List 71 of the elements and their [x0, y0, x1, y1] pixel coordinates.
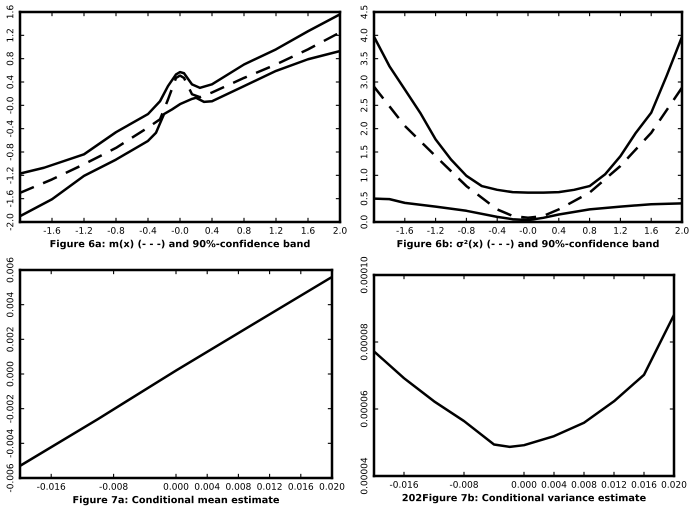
x-tick-label: 0.016	[288, 483, 314, 490]
y-tick-label: 0.00004	[360, 458, 368, 494]
x-tick-label: -1.6	[44, 227, 60, 234]
x-tick-label: 0.008	[226, 483, 251, 490]
x-tick-label: -0.008	[99, 483, 128, 490]
x-tick-label: 0.4	[205, 227, 219, 234]
x-tick-label: -0.4	[488, 227, 506, 234]
y-tick-label: 1.5	[360, 146, 368, 158]
x-tick-label: 0.4	[552, 227, 566, 234]
x-tick-label: 0.012	[602, 481, 626, 488]
x-axis-title: Figure 6a: m(x) (- - -) and 90%-confidence band	[50, 240, 310, 250]
x-axis-title: Figure 7a: Conditional mean estimate	[73, 496, 280, 506]
y-tick-label: 0.004	[6, 292, 14, 317]
x-tick-label: 2.0	[675, 227, 689, 234]
y-tick-label: 3.5	[360, 52, 368, 66]
y-tick-label: -2.0	[6, 214, 14, 230]
x-tick-label: -0.008	[450, 481, 478, 488]
y-tick-label: -0.0	[6, 97, 14, 114]
x-tick-label: 0.020	[320, 483, 344, 490]
y-tick-label: 1.0	[360, 168, 368, 182]
y-tick-label: 0.000	[6, 362, 14, 386]
x-tick-label: 0.004	[194, 483, 220, 490]
y-tick-label: 1.2	[6, 29, 14, 42]
y-tick-label: 0.0	[360, 215, 368, 229]
x-tick-label: -0.016	[37, 483, 66, 490]
x-tick-label: -0.0	[172, 227, 188, 234]
x-axis-title: 202Figure 7b: Conditional variance estimate	[402, 494, 646, 504]
x-tick-label: 1.6	[645, 227, 658, 234]
x-tick-label: -1.6	[396, 227, 414, 234]
y-tick-label: 0.00006	[360, 390, 368, 428]
x-tick-label: 0.008	[572, 481, 596, 488]
x-tick-label: -0.0	[520, 227, 536, 234]
y-tick-label: 0.006	[6, 258, 14, 282]
x-tick-label: 0.8	[583, 227, 596, 234]
y-tick-label: 0.00010	[360, 256, 368, 294]
x-tick-label: 0.004	[542, 481, 566, 488]
x-tick-label: 1.6	[302, 227, 315, 234]
x-tick-label: 0.020	[662, 481, 686, 488]
y-tick-label: -0.004	[6, 429, 14, 458]
x-tick-label: -1.2	[76, 227, 92, 234]
y-tick-label: -0.006	[6, 464, 14, 492]
x-tick-label: 0.016	[632, 481, 656, 488]
y-tick-label: 0.00008	[360, 324, 368, 360]
y-tick-label: 3.0	[360, 75, 368, 88]
y-tick-label: 0.4	[6, 75, 14, 89]
y-tick-label: -1.6	[6, 190, 14, 208]
y-tick-label: -0.4	[6, 120, 14, 138]
x-tick-label: -0.4	[140, 227, 156, 234]
y-tick-label: -0.8	[6, 144, 14, 160]
x-tick-label: 1.2	[270, 227, 282, 234]
y-tick-label: -1.2	[6, 167, 14, 184]
y-tick-label: 0.8	[6, 52, 14, 66]
y-tick-label: 2.0	[360, 122, 368, 136]
y-tick-label: 1.6	[6, 5, 14, 18]
y-tick-label: 2.5	[360, 98, 368, 112]
x-tick-label: 0.8	[237, 227, 251, 234]
x-tick-label: -1.2	[427, 227, 444, 234]
y-tick-label: -0.002	[6, 395, 14, 423]
x-tick-label: 2.0	[333, 227, 347, 234]
y-tick-label: 4.5	[360, 6, 368, 19]
y-tick-label: 4.0	[360, 28, 368, 42]
x-tick-label: -0.016	[390, 481, 418, 488]
x-tick-label: 0.012	[257, 483, 282, 490]
x-tick-label: 0.000	[512, 481, 536, 488]
x-tick-label: 0.000	[164, 483, 188, 490]
y-tick-label: 0.002	[6, 327, 14, 352]
x-tick-label: 1.2	[614, 227, 627, 234]
x-tick-label: -0.8	[458, 227, 475, 234]
x-tick-label: -0.8	[108, 227, 124, 234]
y-tick-label: 0.5	[360, 192, 368, 206]
x-axis-title: Figure 6b: σ²(x) (- - -) and 90%-confidence band	[397, 240, 659, 250]
